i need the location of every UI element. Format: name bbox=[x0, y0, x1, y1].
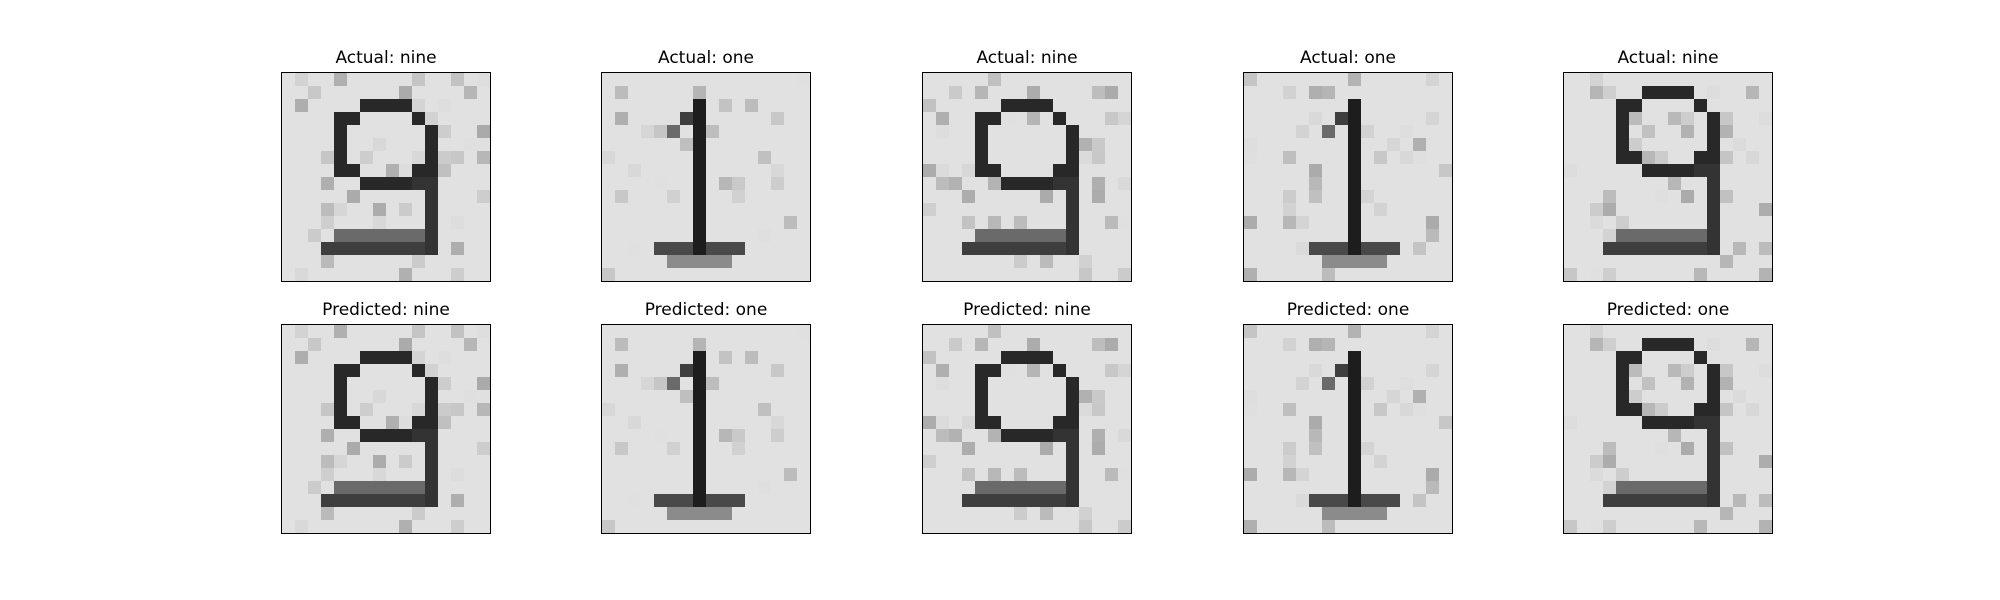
panel-title: Predicted: one bbox=[1286, 300, 1410, 320]
digit-image bbox=[1243, 72, 1453, 282]
panel-title: Actual: one bbox=[1299, 48, 1397, 68]
panel-title: Predicted: one bbox=[1606, 300, 1730, 320]
digit-image bbox=[601, 324, 811, 534]
panel-title: Actual: nine bbox=[976, 48, 1078, 68]
panel-title: Actual: nine bbox=[335, 48, 437, 68]
panel-title: Predicted: nine bbox=[963, 300, 1091, 320]
digit-image bbox=[1563, 72, 1773, 282]
digit-image bbox=[1563, 324, 1773, 534]
digit-image bbox=[922, 324, 1132, 534]
panel-title: Actual: one bbox=[657, 48, 755, 68]
panel-title: Predicted: nine bbox=[322, 300, 450, 320]
digit-image bbox=[281, 72, 491, 282]
digit-image bbox=[281, 324, 491, 534]
digit-image bbox=[1243, 324, 1453, 534]
digit-image bbox=[601, 72, 811, 282]
panel-title: Predicted: one bbox=[644, 300, 768, 320]
digit-image bbox=[922, 72, 1132, 282]
panel-title: Actual: nine bbox=[1617, 48, 1719, 68]
